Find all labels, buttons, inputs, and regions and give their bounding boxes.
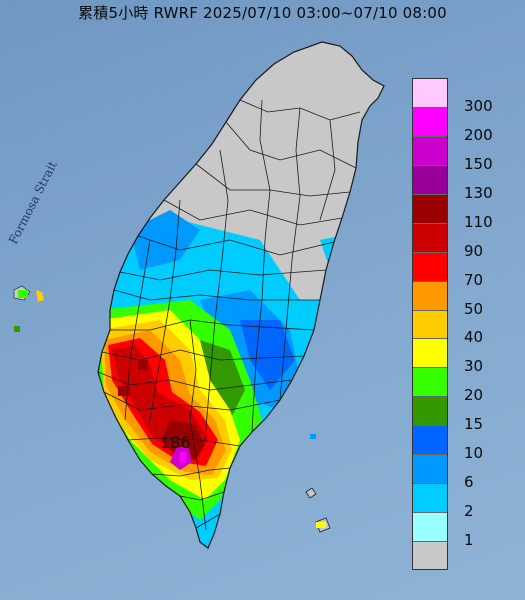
legend-label: 15: [464, 415, 484, 434]
legend-swatch: [413, 484, 447, 514]
legend-label: 2: [464, 502, 474, 521]
legend-swatch: [413, 339, 447, 369]
legend-swatch: [413, 310, 447, 340]
legend-swatch: [413, 455, 447, 485]
legend-swatch: [413, 397, 447, 427]
legend-swatch: [413, 165, 447, 195]
legend-swatch: [413, 79, 447, 108]
legend-label: 20: [464, 386, 484, 405]
sea-rain-cell: [14, 326, 20, 332]
green-island: [305, 487, 317, 499]
legend-label: 30: [464, 357, 484, 376]
legend-swatch: [413, 426, 447, 456]
legend-swatch: [413, 107, 447, 137]
legend-label: 300: [464, 96, 493, 115]
legend-label: 10: [464, 444, 484, 463]
legend-swatch: [413, 513, 447, 542]
legend-swatch: [413, 223, 447, 253]
orchid-rain-cell: [316, 522, 326, 528]
legend-swatch: [413, 368, 447, 398]
coastline: [97, 41, 385, 549]
legend-label: 70: [464, 270, 484, 289]
legend-label: 110: [464, 212, 493, 231]
legend-swatch: [413, 136, 447, 166]
legend-label: 50: [464, 299, 484, 318]
legend-label: 150: [464, 154, 493, 173]
legend-swatch: [413, 542, 447, 569]
legend-color-bar: [412, 78, 448, 570]
legend-label: 90: [464, 241, 484, 260]
legend-label: 130: [464, 183, 493, 202]
penghu-rain-cell-2: [18, 290, 28, 298]
east-sea-rain-cell: [310, 434, 316, 439]
legend-label: 200: [464, 125, 493, 144]
legend-label: 6: [464, 473, 474, 492]
map-title: 累積5小時 RWRF 2025/07/10 03:00~07/10 08:00: [78, 4, 447, 22]
penghu-rain-cell: [36, 290, 44, 302]
max-rainfall-label: 186: [160, 433, 191, 452]
legend-label: 40: [464, 328, 484, 347]
admin-boundaries: [98, 99, 361, 531]
legend-swatch: [413, 194, 447, 224]
legend-swatch: [413, 281, 447, 311]
legend-swatch: [413, 252, 447, 282]
legend-label: 1: [464, 531, 474, 550]
